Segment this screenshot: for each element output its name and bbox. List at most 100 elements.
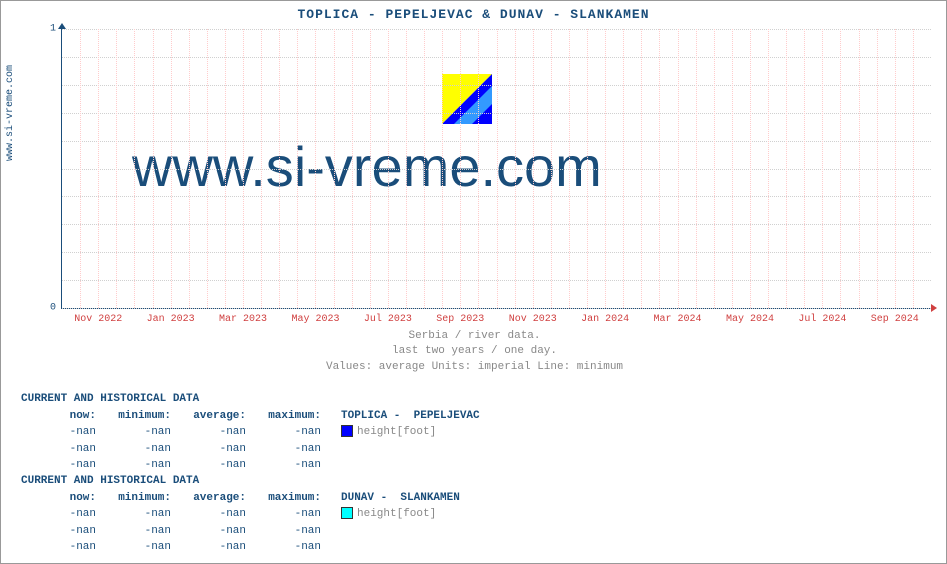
grid-v	[460, 29, 461, 308]
grid-v	[189, 29, 190, 308]
grid-v	[116, 29, 117, 308]
x-tick: Jul 2023	[364, 314, 412, 325]
table-cell: -nan	[246, 523, 321, 540]
grid-v	[605, 29, 606, 308]
x-tick: Mar 2024	[654, 314, 702, 325]
grid-v	[859, 29, 860, 308]
data-table-columns: now:minimum:average:maximum:TOPLICA - PE…	[21, 408, 480, 425]
grid-v	[261, 29, 262, 308]
table-cell: -nan	[246, 424, 321, 441]
grid-v	[80, 29, 81, 308]
data-table: CURRENT AND HISTORICAL DATAnow:minimum:a…	[21, 391, 480, 474]
grid-v	[587, 29, 588, 308]
table-cell: -nan	[96, 506, 171, 523]
column-label: now:	[21, 408, 96, 425]
grid-v	[913, 29, 914, 308]
table-row: -nan-nan-nan-nanheight[foot]	[21, 506, 460, 523]
table-cell: -nan	[171, 457, 246, 474]
y-tick: 0	[50, 303, 56, 314]
series-name: TOPLICA - PEPELJEVAC	[341, 410, 480, 422]
column-label: maximum:	[246, 490, 321, 507]
table-cell: -nan	[21, 539, 96, 556]
watermark-text: www.si-vreme.com	[132, 134, 602, 199]
subtitle-line-3: Values: average Units: imperial Line: mi…	[1, 360, 947, 375]
subtitle: Serbia / river data. last two years / on…	[1, 329, 947, 375]
subtitle-line-2: last two years / one day.	[1, 344, 947, 359]
grid-v	[153, 29, 154, 308]
series-name: DUNAV - SLANKAMEN	[341, 492, 460, 504]
plot-frame: www.si-vreme.com 01Nov 2022Jan 2023Mar 2…	[61, 29, 931, 309]
grid-v	[895, 29, 896, 308]
table-cell: -nan	[171, 424, 246, 441]
table-cell: -nan	[246, 441, 321, 458]
table-cell: -nan	[171, 539, 246, 556]
grid-v	[840, 29, 841, 308]
table-row: -nan-nan-nan-nan	[21, 523, 460, 540]
table-cell: -nan	[96, 539, 171, 556]
grid-v	[98, 29, 99, 308]
grid-v	[569, 29, 570, 308]
grid-v	[623, 29, 624, 308]
chart-area: www.si-vreme.com 01Nov 2022Jan 2023Mar 2…	[61, 29, 931, 309]
table-cell: -nan	[21, 441, 96, 458]
grid-v	[297, 29, 298, 308]
grid-v	[786, 29, 787, 308]
table-row: -nan-nan-nan-nan	[21, 539, 460, 556]
table-cell: -nan	[21, 523, 96, 540]
data-table-header: CURRENT AND HISTORICAL DATA	[21, 391, 480, 408]
table-cell: -nan	[21, 457, 96, 474]
grid-v	[315, 29, 316, 308]
grid-v	[279, 29, 280, 308]
grid-v	[732, 29, 733, 308]
table-cell: -nan	[171, 523, 246, 540]
series-metric: height[foot]	[357, 426, 436, 438]
x-tick: Nov 2023	[509, 314, 557, 325]
x-tick: May 2023	[291, 314, 339, 325]
table-cell: -nan	[96, 424, 171, 441]
data-table: CURRENT AND HISTORICAL DATAnow:minimum:a…	[21, 473, 460, 556]
series-swatch	[341, 425, 353, 437]
grid-v	[388, 29, 389, 308]
grid-v	[714, 29, 715, 308]
x-tick: Mar 2023	[219, 314, 267, 325]
table-cell: -nan	[246, 539, 321, 556]
column-label: now:	[21, 490, 96, 507]
grid-h	[62, 308, 931, 309]
series-metric: height[foot]	[357, 508, 436, 520]
chart-title: TOPLICA - PEPELJEVAC & DUNAV - SLANKAMEN	[1, 1, 946, 22]
grid-v	[406, 29, 407, 308]
grid-v	[442, 29, 443, 308]
y-tick: 1	[50, 24, 56, 35]
column-label: average:	[171, 490, 246, 507]
grid-v	[804, 29, 805, 308]
grid-v	[225, 29, 226, 308]
x-tick: Jan 2024	[581, 314, 629, 325]
table-cell: -nan	[21, 506, 96, 523]
column-label: minimum:	[96, 408, 171, 425]
x-tick: Sep 2023	[436, 314, 484, 325]
grid-v	[134, 29, 135, 308]
grid-v	[659, 29, 660, 308]
table-cell: -nan	[96, 441, 171, 458]
grid-v	[334, 29, 335, 308]
table-cell: -nan	[171, 441, 246, 458]
grid-v	[207, 29, 208, 308]
grid-v	[822, 29, 823, 308]
x-tick: Nov 2022	[74, 314, 122, 325]
grid-v	[171, 29, 172, 308]
x-tick: Sep 2024	[871, 314, 919, 325]
grid-v	[424, 29, 425, 308]
table-cell: -nan	[246, 506, 321, 523]
table-cell: -nan	[246, 457, 321, 474]
column-label: maximum:	[246, 408, 321, 425]
grid-v	[515, 29, 516, 308]
table-row: -nan-nan-nan-nanheight[foot]	[21, 424, 480, 441]
grid-v	[370, 29, 371, 308]
grid-v	[478, 29, 479, 308]
x-axis-arrow	[931, 304, 937, 312]
table-row: -nan-nan-nan-nan	[21, 441, 480, 458]
table-row: -nan-nan-nan-nan	[21, 457, 480, 474]
grid-v	[877, 29, 878, 308]
data-table-columns: now:minimum:average:maximum:DUNAV - SLAN…	[21, 490, 460, 507]
table-cell: -nan	[171, 506, 246, 523]
